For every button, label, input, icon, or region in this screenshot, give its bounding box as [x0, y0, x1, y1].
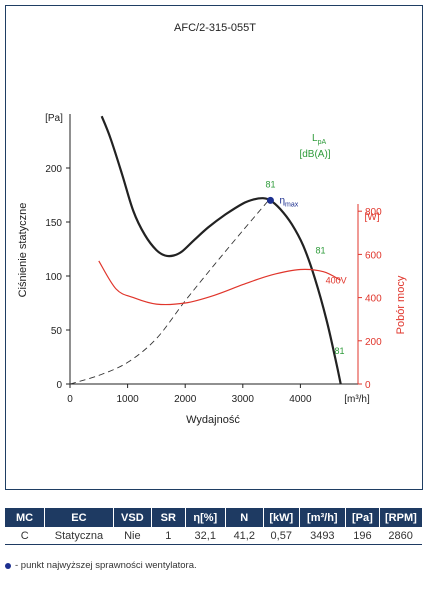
header-kw: [kW]	[263, 508, 300, 527]
cell-kw: 0,57	[263, 527, 300, 545]
cell-ec: Statyczna	[44, 527, 114, 545]
cell-sr: 1	[151, 527, 186, 545]
cell-mc: C	[5, 527, 45, 545]
max-efficiency-dot-icon	[5, 562, 11, 569]
chart-frame	[5, 5, 423, 490]
sound-unit-sub: pA	[318, 139, 327, 146]
y2-tick-label: 0	[365, 380, 371, 391]
header-n: N	[225, 508, 264, 527]
y-axis-label: Ciśnienie statyczne	[17, 203, 29, 298]
eta-symbol: η	[279, 195, 285, 206]
sound-level-unit: LpA [dB(A)]	[299, 133, 330, 160]
header-rpm: [RPM]	[379, 508, 422, 527]
y-tick-label: 50	[51, 326, 63, 337]
header-efficiency: η[%]	[185, 508, 226, 527]
y2-tick-label: 600	[365, 250, 382, 261]
x-tick-label: 1000	[116, 394, 139, 405]
cell-n: 41,2	[225, 527, 264, 545]
fan-pressure-curve	[100, 115, 342, 385]
header-vsd: VSD	[113, 508, 152, 527]
series-group	[69, 115, 342, 385]
footnote: - punkt najwyższej sprawności wentylator…	[5, 560, 197, 571]
header-mc: MC	[5, 508, 46, 527]
sound-level-label: 81	[316, 245, 326, 255]
y-tick-label: 200	[45, 164, 62, 175]
svg-text:LpA: LpA	[312, 133, 326, 146]
axes	[66, 114, 362, 388]
y2-tick-label: 200	[365, 337, 382, 348]
x-tick-label: 4000	[289, 394, 312, 405]
header-flow: [m³/h]	[299, 508, 346, 527]
sound-level-label: 81	[265, 179, 275, 189]
x-tick-label: 0	[67, 394, 73, 405]
cell-vsd: Nie	[113, 527, 152, 545]
tick-labels: 0 1000 2000 3000 400005010015020002004006008…	[45, 164, 382, 405]
max-efficiency-line	[69, 197, 271, 385]
eta-subscript: max	[285, 201, 299, 208]
cell-efficiency: 32,1	[185, 527, 226, 545]
max-efficiency-label: ηmax	[279, 195, 298, 208]
power-curve	[98, 260, 341, 306]
power-curve-label: 400V	[326, 276, 347, 286]
sound-level-label: 81	[335, 346, 345, 356]
chart-title: AFC/2-315-055T	[174, 22, 256, 34]
footnote-text: - punkt najwyższej sprawności wentylator…	[15, 560, 197, 571]
cell-rpm: 2860	[379, 527, 422, 545]
x-tick-label: 2000	[174, 394, 197, 405]
spec-table: MC EC VSD SR η[%] N [kW] [m³/h] [Pa] [RP…	[5, 508, 422, 545]
header-sr: SR	[151, 508, 186, 527]
cell-flow: 3493	[299, 527, 346, 545]
y-unit-label: [Pa]	[45, 113, 63, 124]
y2-tick-label: 800	[365, 207, 382, 218]
sound-unit-letter: L	[312, 133, 318, 144]
x-tick-label: 3000	[232, 394, 255, 405]
fan-performance-chart: AFC/2-315-055T 0 1000 2000 3000 400005010015…	[17, 22, 407, 426]
cell-pressure: 196	[345, 527, 380, 545]
y2-tick-label: 400	[365, 294, 382, 305]
annotations-group: ηmax 81 81 81 400V	[265, 179, 346, 355]
header-pressure: [Pa]	[345, 508, 380, 527]
y-tick-label: 100	[45, 272, 62, 283]
x-unit-label: [m³/h]	[344, 394, 370, 405]
sound-unit-db: [dB(A)]	[299, 149, 330, 160]
y2-unit-label: [W]	[365, 212, 380, 223]
y-tick-label: 150	[45, 218, 62, 229]
header-ec: EC	[44, 508, 114, 527]
table-row: C Statyczna Nie 1 32,1 41,2 0,57 3493 19…	[5, 527, 422, 545]
spec-table-header-row: MC EC VSD SR η[%] N [kW] [m³/h] [Pa] [RP…	[5, 508, 422, 527]
y2-axis-label: Pobór mocy	[395, 275, 407, 334]
y-tick-label: 0	[56, 380, 62, 391]
x-axis-label: Wydajność	[186, 414, 240, 426]
max-efficiency-point	[266, 196, 274, 204]
